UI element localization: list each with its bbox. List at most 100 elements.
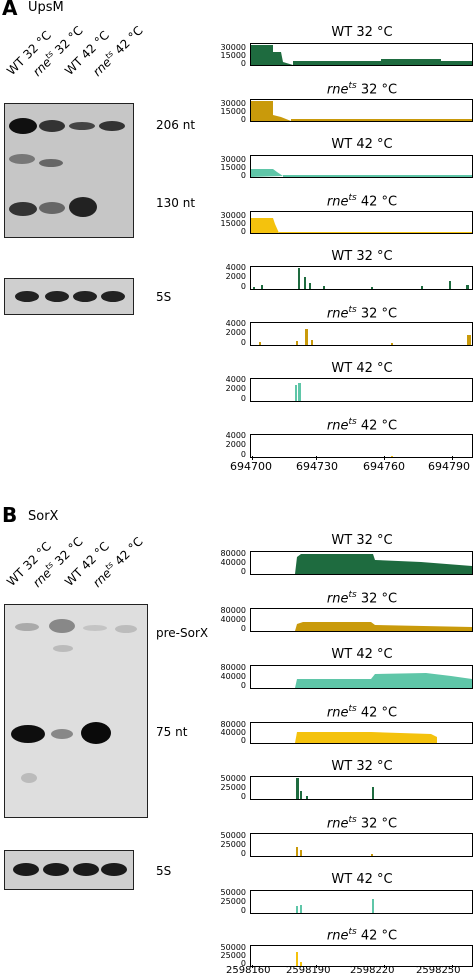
x-tick-label: 2598190 bbox=[286, 965, 331, 976]
y-tick: 0 bbox=[240, 282, 246, 291]
band bbox=[73, 863, 99, 876]
y-tick: 30000 bbox=[220, 155, 246, 164]
band bbox=[101, 863, 127, 876]
track-title: WT 32 °C bbox=[331, 25, 393, 40]
band bbox=[9, 118, 37, 134]
band bbox=[43, 863, 69, 876]
coverage-track-wt42-a bbox=[250, 155, 473, 178]
blot-label-206nt: 206 nt bbox=[156, 118, 196, 132]
y-tick: 0 bbox=[240, 59, 246, 68]
band bbox=[9, 202, 37, 216]
y-tick: 4000 bbox=[225, 263, 246, 272]
y-tick: 0 bbox=[240, 227, 246, 236]
track-title: rnets 42 °C bbox=[326, 193, 398, 210]
y-tick: 15000 bbox=[220, 219, 246, 228]
blot-label-pre-sorx: pre-SorX bbox=[156, 626, 209, 640]
x-tickmark bbox=[252, 965, 253, 968]
northern-blot-sorx bbox=[4, 604, 148, 818]
band bbox=[9, 154, 35, 164]
end-track-wt42-a bbox=[250, 378, 473, 402]
loading-control-blot-a bbox=[4, 278, 134, 315]
y-tick: 15000 bbox=[220, 163, 246, 172]
track-title: WT 42 °C bbox=[331, 361, 393, 376]
coverage-track-rne32-a bbox=[250, 99, 473, 122]
x-tick-label: 694730 bbox=[296, 460, 338, 473]
coverage-track-rne42-a bbox=[250, 211, 473, 234]
track-title: rnets 42 °C bbox=[326, 704, 398, 721]
y-tick: 25000 bbox=[220, 951, 246, 960]
x-tickmark bbox=[452, 456, 453, 460]
x-tickmark bbox=[252, 456, 253, 460]
y-tick: 0 bbox=[240, 849, 246, 858]
band bbox=[49, 619, 75, 633]
x-tick-label: 694760 bbox=[363, 460, 405, 473]
blot-label-5s-b: 5S bbox=[156, 864, 172, 878]
y-tick: 2000 bbox=[225, 384, 246, 393]
track-title: rnets 32 °C bbox=[326, 815, 398, 832]
y-tick: 0 bbox=[240, 115, 246, 124]
y-tick: 30000 bbox=[220, 99, 246, 108]
y-tick: 0 bbox=[240, 394, 246, 403]
band bbox=[13, 863, 39, 876]
end-track-wt32-a bbox=[250, 266, 473, 290]
panel-b-gene: SorX bbox=[28, 509, 59, 524]
end-track-rne32-b bbox=[250, 833, 473, 857]
band bbox=[53, 645, 73, 652]
y-tick: 15000 bbox=[220, 107, 246, 116]
x-tickmark bbox=[384, 965, 385, 968]
blot-label-5s-a: 5S bbox=[156, 290, 172, 304]
track-title: rnets 32 °C bbox=[326, 590, 398, 607]
track-title: WT 42 °C bbox=[331, 647, 393, 662]
end-track-rne32-a bbox=[250, 322, 473, 346]
y-tick: 0 bbox=[240, 338, 246, 347]
y-tick: 0 bbox=[240, 450, 246, 459]
y-tick: 80000 bbox=[220, 606, 246, 615]
y-tick: 50000 bbox=[220, 888, 246, 897]
y-tick: 25000 bbox=[220, 897, 246, 906]
band bbox=[51, 729, 73, 739]
band bbox=[11, 725, 45, 743]
coverage-track-rne42-b bbox=[250, 722, 473, 744]
end-track-rne42-b bbox=[250, 945, 473, 967]
y-tick: 2000 bbox=[225, 328, 246, 337]
coverage-track-wt32-b bbox=[250, 551, 473, 575]
y-tick: 0 bbox=[240, 681, 246, 690]
track-title: rnets 42 °C bbox=[326, 927, 398, 944]
x-tick-label: 2598160 bbox=[226, 965, 271, 976]
track-title: WT 42 °C bbox=[331, 137, 393, 152]
end-track-rne42-a bbox=[250, 434, 473, 458]
band bbox=[81, 722, 111, 744]
x-tick-label: 2598220 bbox=[350, 965, 395, 976]
end-track-wt32-b bbox=[250, 776, 473, 800]
x-tick-label: 694790 bbox=[428, 460, 470, 473]
panel-a-gene: UpsM bbox=[28, 0, 64, 15]
y-tick: 50000 bbox=[220, 774, 246, 783]
y-tick: 4000 bbox=[225, 431, 246, 440]
end-track-wt42-b bbox=[250, 890, 473, 914]
y-tick: 40000 bbox=[220, 558, 246, 567]
x-tickmark bbox=[316, 965, 317, 968]
x-tick-label: 2598250 bbox=[416, 965, 461, 976]
band bbox=[39, 159, 63, 167]
y-tick: 80000 bbox=[220, 663, 246, 672]
panel-a-letter: A bbox=[2, 0, 18, 20]
band bbox=[15, 291, 39, 302]
y-tick: 80000 bbox=[220, 720, 246, 729]
track-title: WT 32 °C bbox=[331, 249, 393, 264]
blot-label-130nt: 130 nt bbox=[156, 196, 196, 210]
track-title: WT 32 °C bbox=[331, 759, 393, 774]
y-tick: 0 bbox=[240, 624, 246, 633]
band bbox=[101, 291, 125, 302]
coverage-track-wt42-b bbox=[250, 665, 473, 689]
y-tick: 0 bbox=[240, 959, 246, 968]
y-tick: 0 bbox=[240, 567, 246, 576]
x-tick-label: 694700 bbox=[230, 460, 272, 473]
coverage-track-rne32-b bbox=[250, 608, 473, 632]
y-tick: 25000 bbox=[220, 840, 246, 849]
y-tick: 0 bbox=[240, 906, 246, 915]
y-tick: 50000 bbox=[220, 943, 246, 952]
y-tick: 40000 bbox=[220, 672, 246, 681]
x-tickmark bbox=[452, 965, 453, 968]
y-tick: 40000 bbox=[220, 615, 246, 624]
y-tick: 30000 bbox=[220, 43, 246, 52]
